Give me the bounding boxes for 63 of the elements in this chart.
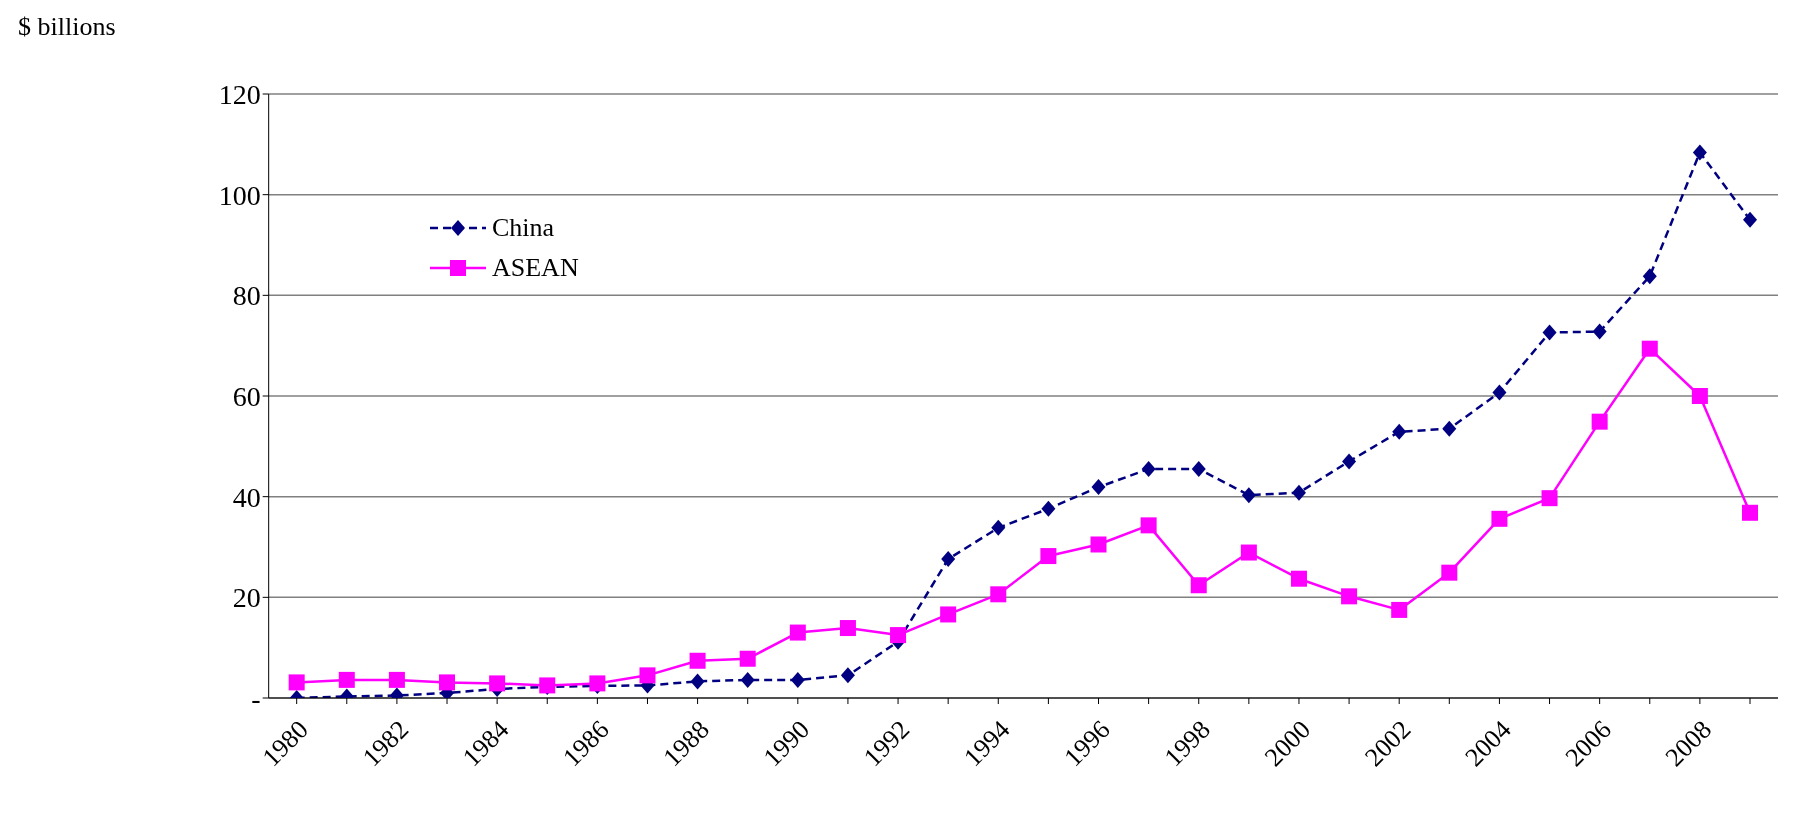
point <box>1392 423 1407 440</box>
y-tick-label: 100 <box>218 179 261 211</box>
point <box>1592 323 1607 340</box>
point <box>1542 324 1557 341</box>
point <box>839 620 856 637</box>
point <box>990 586 1007 603</box>
point <box>941 551 956 568</box>
point <box>489 675 506 692</box>
y-tick-label: 40 <box>232 481 261 513</box>
point <box>1442 420 1457 437</box>
point <box>1591 413 1608 430</box>
point <box>1742 504 1758 521</box>
y-tick-label: 120 <box>218 78 261 110</box>
point <box>288 674 305 691</box>
point <box>1191 460 1206 477</box>
point <box>1491 510 1508 527</box>
x-tick-label: 1990 <box>757 714 816 773</box>
point <box>890 627 907 644</box>
legend-label: ASEAN <box>492 253 579 283</box>
point <box>1041 500 1056 517</box>
point <box>789 624 806 641</box>
point <box>439 674 456 691</box>
point <box>338 671 355 688</box>
point <box>1290 570 1307 587</box>
point <box>1341 588 1358 605</box>
y-tick-label: 80 <box>232 280 261 312</box>
point <box>689 652 706 669</box>
point <box>1692 144 1707 161</box>
x-tick-label: 1980 <box>256 714 314 773</box>
point <box>1241 487 1256 504</box>
point <box>1190 577 1207 594</box>
x-tick-label: 1992 <box>858 714 916 773</box>
point <box>1040 548 1057 565</box>
point <box>1743 211 1757 228</box>
point <box>1291 484 1306 501</box>
point <box>1240 544 1257 561</box>
point <box>1090 536 1107 553</box>
point <box>1091 479 1106 496</box>
point <box>1391 601 1408 618</box>
point <box>840 667 855 684</box>
y-tick-label: - <box>251 682 261 714</box>
point <box>1441 564 1458 581</box>
point <box>1342 453 1357 470</box>
point <box>1492 384 1507 401</box>
point <box>1141 460 1156 477</box>
point <box>1641 340 1658 357</box>
legend-label: China <box>492 213 555 243</box>
x-tick-label: 1982 <box>356 714 415 773</box>
point <box>690 673 705 690</box>
y-tick-label: 20 <box>232 582 261 614</box>
point <box>639 667 656 684</box>
point <box>991 519 1006 536</box>
point <box>1541 490 1558 507</box>
point <box>739 650 756 667</box>
point <box>790 671 805 688</box>
y-tick-label: 60 <box>232 380 261 412</box>
point <box>1140 517 1157 534</box>
point <box>940 606 957 623</box>
point <box>1642 268 1657 285</box>
point <box>1691 388 1708 404</box>
point <box>740 671 755 688</box>
y-axis-title: $ billions <box>18 12 116 42</box>
point <box>388 671 405 688</box>
